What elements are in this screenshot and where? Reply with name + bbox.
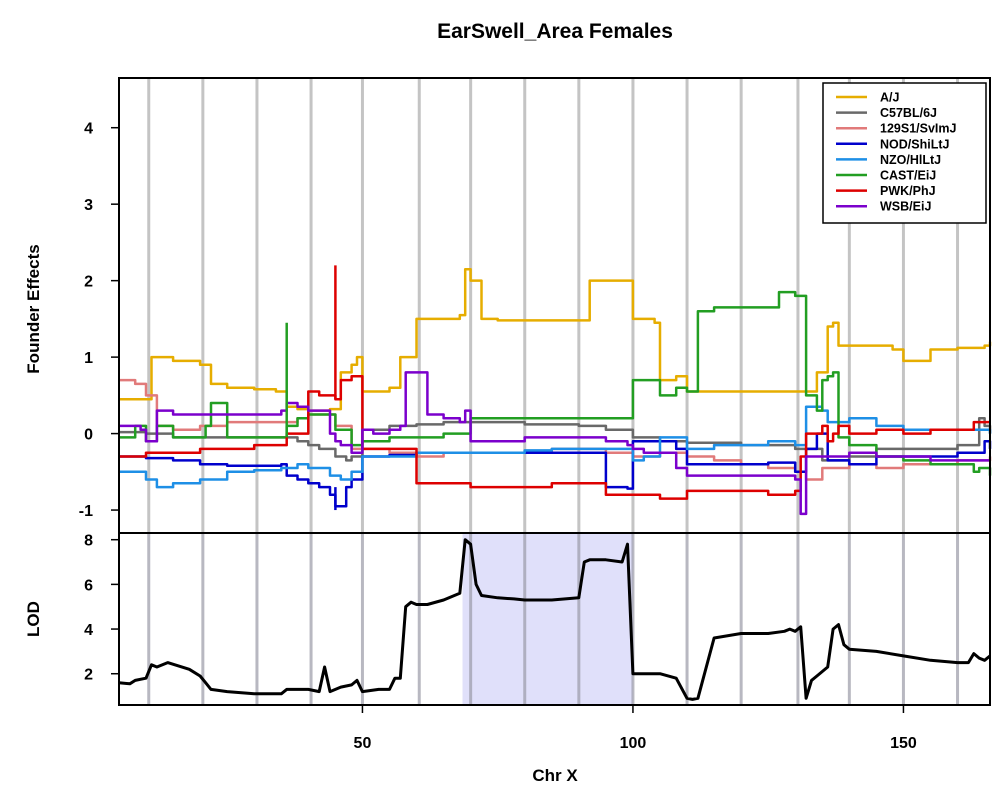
top-y-axis-ticks: -1 0 1 2 3 4 — [79, 121, 119, 520]
legend-label: WSB/EiJ — [880, 200, 931, 214]
top-y-axis-label: Founder Effects — [24, 244, 43, 373]
y-tick-label: 4 — [84, 622, 93, 639]
y-tick-label: 3 — [84, 197, 93, 214]
legend-label: C57BL/6J — [880, 106, 937, 120]
legend-label: NOD/ShiLtJ — [880, 137, 949, 151]
legend-label: NZO/HlLtJ — [880, 153, 941, 167]
chart-title: EarSwell_Area Females — [437, 20, 673, 43]
support-interval-band — [462, 533, 633, 705]
lod-line — [118, 538, 991, 701]
series-line-cast-eij — [119, 290, 992, 476]
series-line-pwk-phj — [119, 374, 990, 500]
series-line-nzo-hlltj — [119, 405, 992, 489]
y-tick-label: 8 — [84, 533, 93, 550]
bottom-panel-marker-grid — [147, 533, 960, 705]
x-tick-label: 100 — [620, 735, 647, 752]
legend-label: A/J — [880, 91, 900, 105]
y-tick-label: 4 — [84, 121, 93, 138]
founder-effect-lines — [119, 265, 992, 516]
series-line-nod-shiltj — [119, 432, 992, 508]
y-tick-label: 1 — [84, 350, 93, 367]
legend-label: PWK/PhJ — [880, 184, 936, 198]
bottom-y-axis-ticks: 2 4 6 8 — [84, 533, 119, 684]
x-axis-label: Chr X — [532, 766, 578, 785]
legend-label: CAST/EiJ — [880, 169, 936, 183]
legend-label: 129S1/SvImJ — [880, 122, 956, 136]
x-axis-ticks: 50 100 150 — [354, 705, 917, 752]
lod-support-interval — [462, 533, 633, 705]
y-tick-label: 2 — [84, 667, 93, 684]
x-tick-label: 50 — [354, 735, 372, 752]
y-tick-label: 6 — [84, 577, 93, 594]
legend-box — [822, 82, 987, 224]
bottom-panel-frame — [118, 532, 991, 706]
y-tick-label: -1 — [79, 503, 93, 520]
y-tick-label: 2 — [84, 274, 93, 291]
series-line-wsb-eij — [119, 371, 990, 516]
series-line-c57bl-6j — [119, 417, 992, 462]
lod-curve — [118, 538, 991, 701]
x-tick-label: 150 — [890, 735, 917, 752]
series-line-a-j — [119, 267, 992, 412]
bottom-y-axis-label: LOD — [24, 601, 43, 637]
y-tick-label: 0 — [84, 427, 93, 444]
